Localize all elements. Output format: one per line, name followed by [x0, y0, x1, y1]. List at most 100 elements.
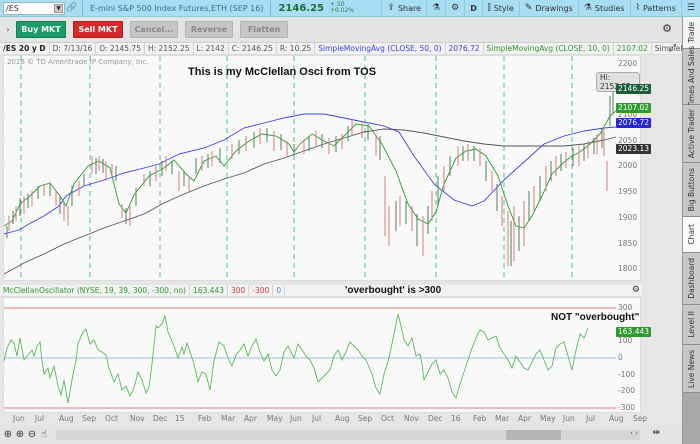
patterns-button[interactable]: ⌇ Patterns: [629, 0, 681, 17]
y-tick: 1800: [618, 264, 638, 273]
flask-icon: ⚗: [432, 3, 441, 13]
horizontal-scrollbar[interactable]: [56, 430, 640, 440]
chevron-right-icon[interactable]: ›: [6, 25, 10, 34]
sma10-badge: 2107.02: [616, 103, 652, 113]
x-tick: Dec: [153, 414, 168, 423]
sma50-value: 2076.72: [446, 43, 484, 54]
x-tick: Jul: [312, 414, 322, 423]
x-tick: Dec: [428, 414, 443, 423]
tab-chart[interactable]: Chart: [683, 217, 700, 253]
period-button[interactable]: D: [464, 0, 482, 17]
x-tick: 15: [175, 414, 185, 423]
copyright-text: 2016 © TD Ameritrade IP Company, Inc.: [7, 58, 149, 66]
price-chart-svg: [4, 56, 617, 280]
chart-bottom-bar: ⊕ ⊕ ⊖ ☝ ‹ › ⇹: [0, 425, 682, 444]
x-tick: Oct: [381, 414, 394, 423]
x-tick: Jul: [586, 414, 596, 423]
crosshair-icon[interactable]: ⊕: [3, 429, 13, 440]
gear-icon[interactable]: ⚙: [631, 285, 640, 295]
menu-button[interactable]: ☰: [680, 0, 700, 17]
x-tick: Sep: [358, 414, 373, 423]
price-change: +.50 +0.02%: [328, 2, 354, 14]
side-tab-strip: Trade Times And Sales Active Trader Big …: [682, 17, 700, 444]
tab-times-and-sales[interactable]: Times And Sales: [683, 46, 700, 107]
x-tick: Feb: [473, 414, 487, 423]
tab-big-buttons[interactable]: Big Buttons: [683, 163, 700, 217]
gear-icon[interactable]: ⚙: [662, 22, 672, 35]
sell-market-button[interactable]: Sell MKT: [73, 21, 123, 38]
x-tick: Aug: [59, 414, 74, 423]
tab-level-ii[interactable]: Level II: [683, 305, 700, 345]
dropdown-arrow-icon[interactable]: ▼: [54, 3, 63, 13]
chart-symbol-period: /ES 20 y D: [0, 43, 50, 54]
gear-icon: ⚙: [451, 3, 460, 13]
symbol-selector[interactable]: /ES ▼: [3, 1, 65, 15]
sma200-badge: 2023.13: [616, 144, 652, 154]
x-tick: May: [267, 414, 283, 423]
y-tick: 2050: [618, 136, 638, 145]
y-tick: 0: [618, 353, 623, 362]
candles-icon: ⫿: [487, 3, 491, 13]
tab-live-news[interactable]: Live News: [683, 345, 700, 393]
link-icon[interactable]: 🔗: [66, 3, 78, 13]
flask-button[interactable]: ⚗: [426, 0, 445, 17]
zoom-out-icon[interactable]: ⊖: [27, 429, 37, 440]
x-tick: Jun: [563, 414, 575, 423]
x-tick: Mar: [221, 414, 236, 423]
flatten-button[interactable]: Flatten: [240, 21, 288, 38]
bar-close: C: 2146.25: [229, 43, 277, 54]
scroll-arrows-icon[interactable]: ‹ ›: [630, 429, 638, 437]
oscillator-label[interactable]: McClellanOscillator (NYSE, 19, 39, 300, …: [0, 284, 190, 297]
cancel-button[interactable]: Cancel...: [130, 21, 178, 38]
chart-info-bar: /ES 20 y D D: 7/13/16 O: 2145.75 H: 2152…: [0, 43, 682, 55]
flask-icon: ⚗: [583, 3, 592, 13]
x-tick: Aug: [609, 414, 624, 423]
scrollbar-thumb[interactable]: [506, 430, 561, 440]
last-price: 2146.25: [278, 2, 325, 14]
x-tick: Sep: [633, 414, 648, 423]
reverse-button[interactable]: Reverse: [185, 21, 233, 38]
bar-high: H: 2152.25: [145, 43, 194, 54]
x-tick: Apr: [244, 414, 257, 423]
share-button[interactable]: ⇪ Share: [381, 0, 426, 17]
bar-range: R: 10.25: [277, 43, 316, 54]
oscillator-value: 163.443: [190, 284, 228, 297]
overbought-annotation: 'overbought' is >300: [345, 285, 442, 296]
x-tick: Jun: [290, 414, 302, 423]
expand-horizontal-icon[interactable]: ⇹: [652, 428, 660, 438]
tab-trade[interactable]: Trade: [683, 17, 700, 49]
style-button[interactable]: ⫿ Style: [481, 0, 519, 17]
pan-hand-icon[interactable]: ☝: [40, 429, 48, 440]
order-bar: › Buy MKT Sell MKT Cancel... Reverse Fla…: [0, 17, 682, 43]
y-tick: 2200: [618, 59, 638, 68]
expand-icon[interactable]: ⤢: [668, 43, 676, 53]
zoom-in-icon[interactable]: ⊕: [15, 429, 25, 440]
y-tick: 1950: [618, 187, 638, 196]
x-tick: Oct: [105, 414, 118, 423]
price-chart-pane[interactable]: 2016 © TD Ameritrade IP Company, Inc. Th…: [3, 55, 652, 281]
pattern-icon: ⌇: [635, 3, 640, 13]
oscillator-svg: [4, 307, 616, 409]
x-tick: Nov: [404, 414, 419, 423]
zero-level: 0: [273, 284, 286, 297]
sma200-label[interactable]: SimpleMovingAvg ...: [652, 43, 682, 54]
settings-button[interactable]: ⚙: [445, 0, 464, 17]
drawings-button[interactable]: ✎ Drawings: [518, 0, 578, 17]
upper-level: 300: [228, 284, 250, 297]
bar-low: L: 2142: [194, 43, 229, 54]
y-tick: 1850: [618, 239, 638, 248]
y-tick: -100: [618, 370, 636, 379]
oscillator-pane[interactable]: NOT "overbought" 300 100 0 -100 -200 -30…: [3, 297, 652, 413]
sma50-label[interactable]: SimpleMovingAvg (CLOSE, 50, 0): [315, 43, 446, 54]
studies-button[interactable]: ⚗ Studies: [577, 0, 630, 17]
tab-dashboard[interactable]: Dashboard: [683, 253, 700, 305]
divider: [270, 0, 272, 16]
x-tick: May: [540, 414, 556, 423]
tab-active-trader[interactable]: Active Trader: [683, 105, 700, 163]
buy-market-button[interactable]: Buy MKT: [16, 21, 66, 38]
sma10-label[interactable]: SimpleMovingAvg (CLOSE, 10, 0): [484, 43, 614, 54]
x-tick: Aug: [335, 414, 350, 423]
x-tick: 16: [451, 414, 461, 423]
instrument-description: E-mini S&P 500 Index Futures,ETH (SEP 16…: [90, 3, 264, 13]
